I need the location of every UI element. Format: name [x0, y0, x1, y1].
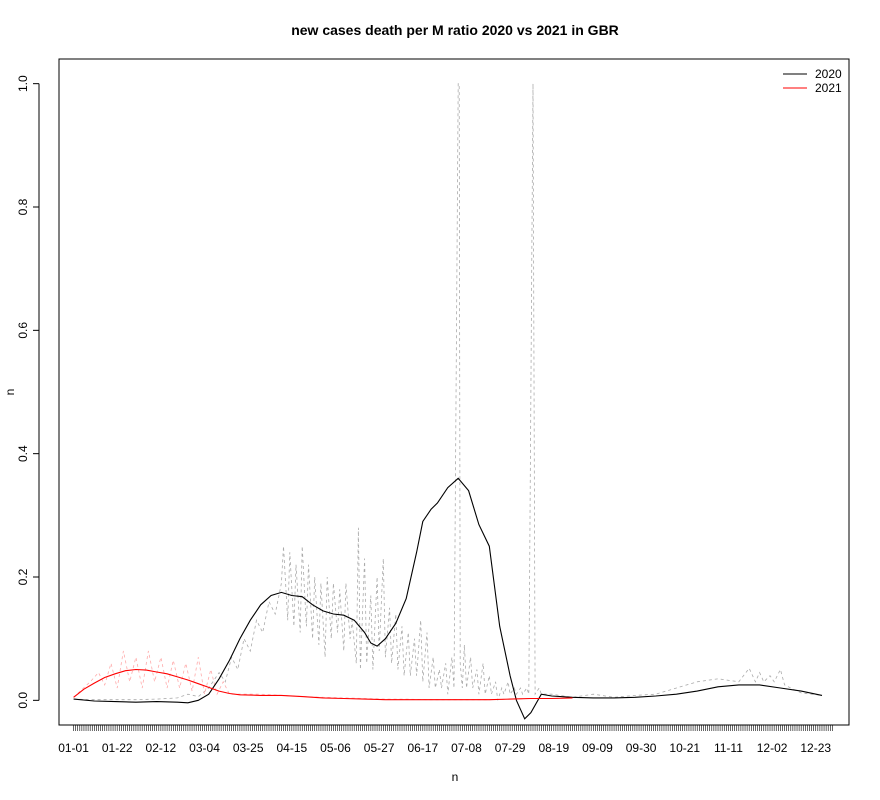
y-axis-label: n	[3, 389, 17, 396]
y-tick-label: 0.6	[16, 322, 30, 339]
series-line-2020-daily	[73, 83, 823, 701]
x-tick-label: 01-22	[102, 741, 133, 755]
x-tick-label: 08-19	[538, 741, 569, 755]
x-tick-label: 12-02	[757, 741, 788, 755]
x-tick-label: 06-17	[407, 741, 438, 755]
y-tick-label: 0.8	[16, 198, 30, 215]
x-tick-label: 11-11	[714, 741, 743, 755]
x-tick-label: 03-04	[189, 741, 220, 755]
series-line-2020	[73, 477, 823, 720]
y-tick-label: 0.4	[16, 445, 30, 462]
y-axis: 0.0 0.2 0.4 0.6 0.8 1.0	[16, 75, 40, 709]
x-axis: 01-01 01-22 02-12 03-04 03-25 04-15 05-06 05-27…	[58, 724, 833, 755]
x-tick-label: 09-30	[626, 741, 657, 755]
legend-label: 2020	[815, 67, 842, 81]
x-tick-label: 07-08	[451, 741, 482, 755]
x-tick-label: 02-12	[146, 741, 177, 755]
x-tick-label: 05-06	[320, 741, 351, 755]
y-tick-label: 1.0	[16, 75, 30, 92]
chart-title: new cases death per M ratio 2020 vs 2021…	[291, 22, 619, 38]
series-line-2021	[73, 668, 573, 701]
x-axis-label: n	[452, 770, 459, 784]
x-tick-label: 05-27	[364, 741, 395, 755]
x-tick-label: 04-15	[276, 741, 307, 755]
x-tick-label: 09-09	[582, 741, 613, 755]
x-tick-label: 01-01	[58, 741, 89, 755]
plot-area	[73, 83, 823, 720]
legend-label: 2021	[815, 81, 842, 95]
y-tick-label: 0.2	[16, 568, 30, 585]
x-tick-label: 07-29	[495, 741, 526, 755]
x-tick-label: 10-21	[669, 741, 700, 755]
x-tick-label: 12-23	[800, 741, 831, 755]
y-tick-label: 0.0	[16, 692, 30, 709]
x-tick-label: 03-25	[233, 741, 264, 755]
